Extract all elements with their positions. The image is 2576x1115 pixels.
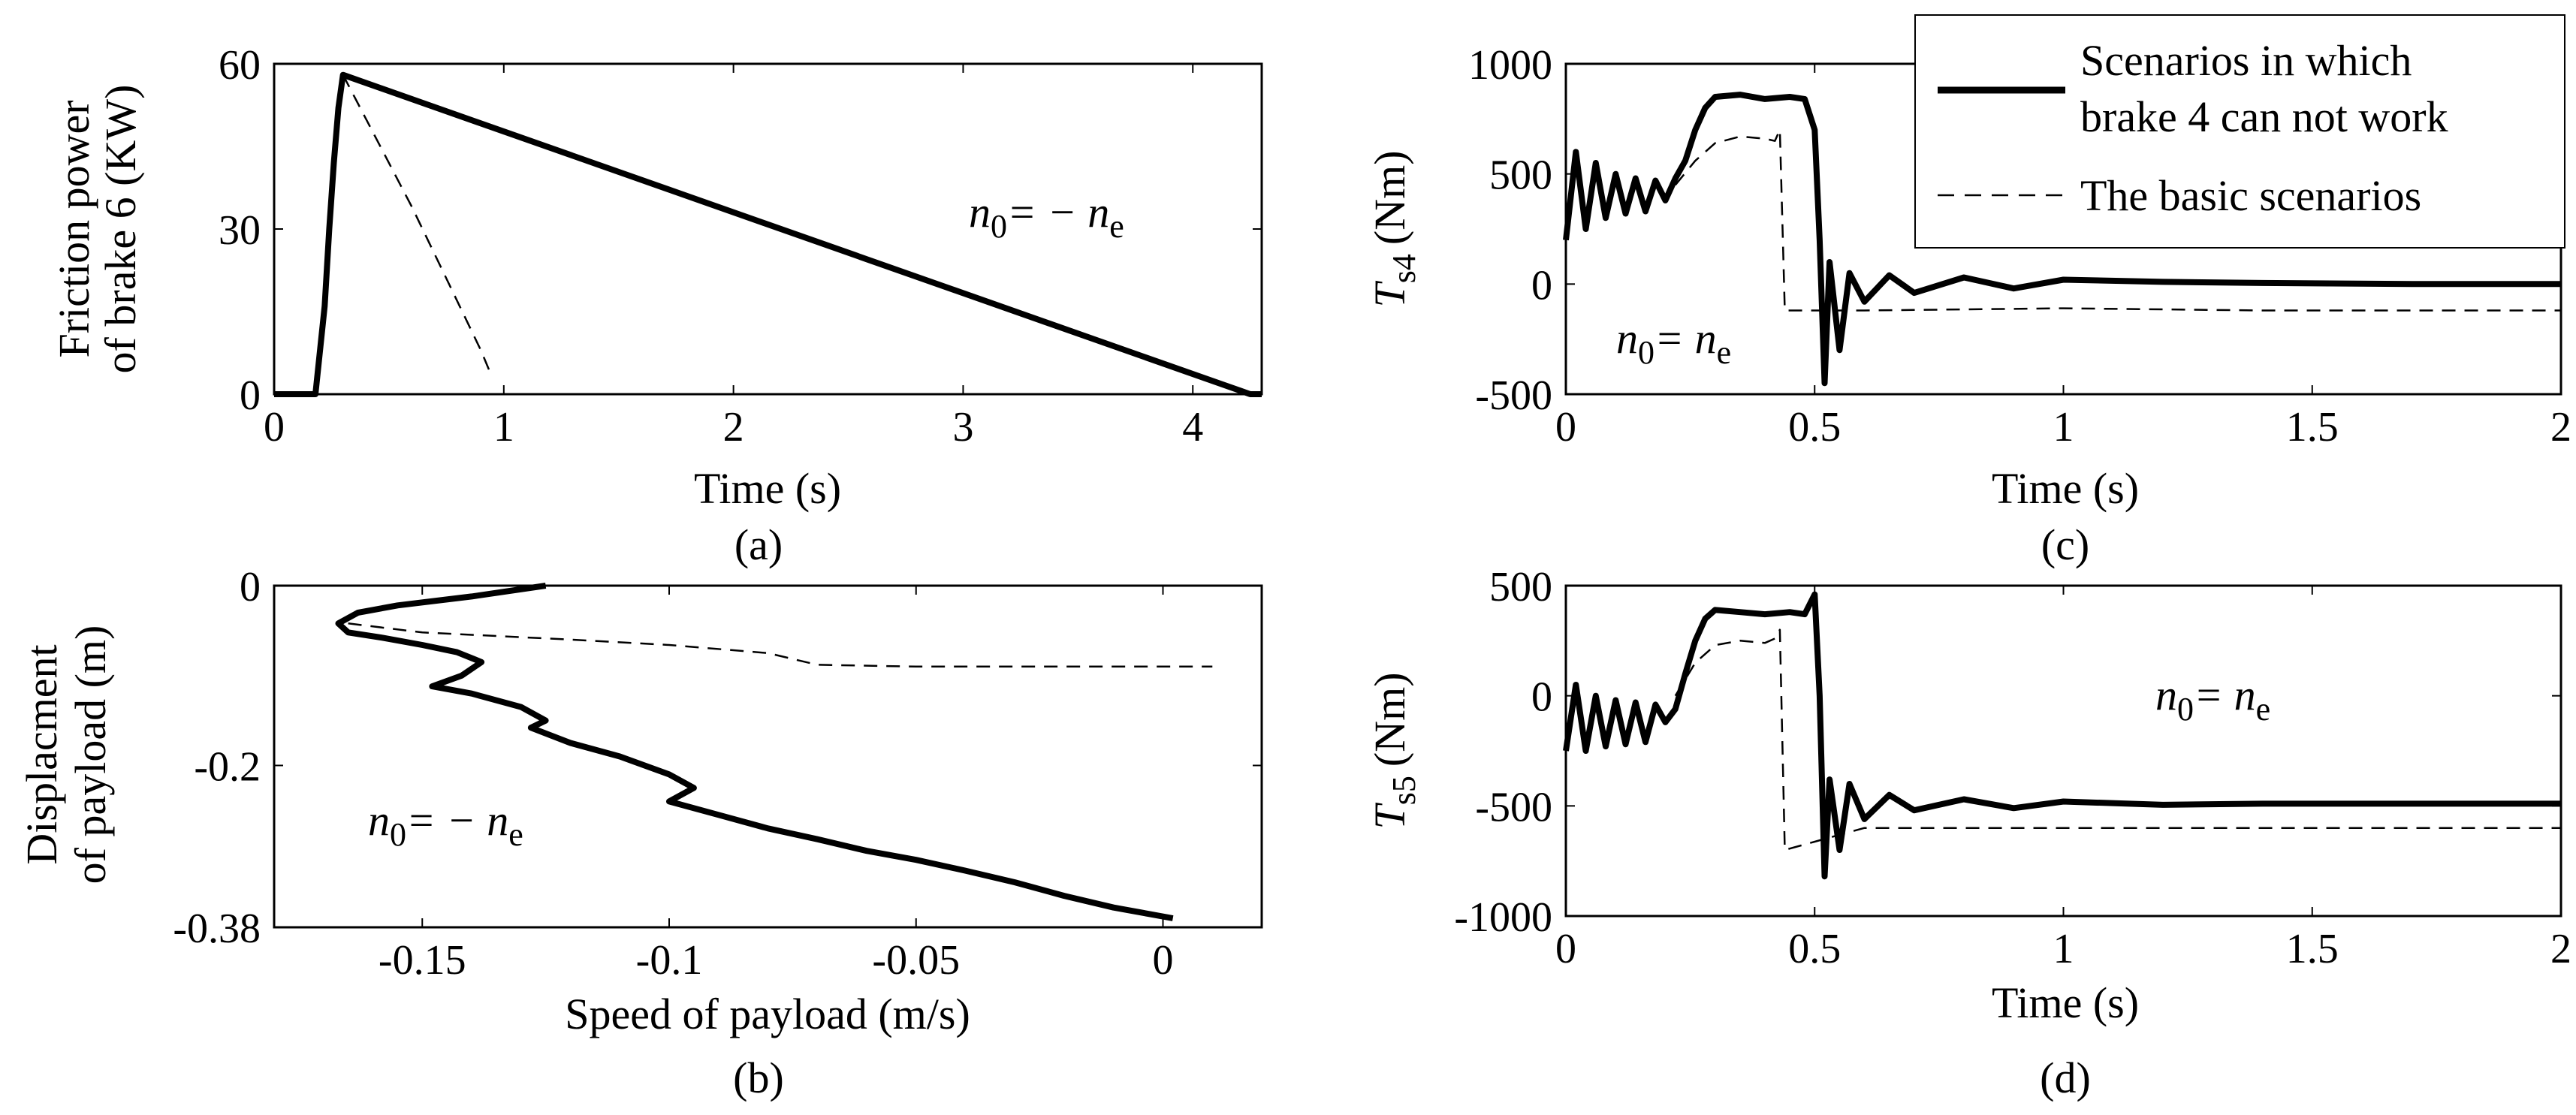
panel-d-caption: (d) [2040,1053,2091,1102]
panel-b-xtick-label: -0.15 [379,937,466,984]
panel-a-caption: (a) [734,520,783,569]
panel-b-ytick-label: -0.38 [173,906,261,952]
panel-b-ylabel-line1: Displacment [17,644,66,864]
panel-c-ylabel: Ts4(Nm) [1365,150,1422,307]
panel-d-ylabel: Ts5(Nm) [1365,672,1422,829]
panel-b-dashed-series-line [348,622,1213,668]
panel-c-xtick-label: 1.5 [2286,404,2339,451]
panel-b-xlabel: Speed of payload (m/s) [565,990,970,1038]
panel-a-ylabel-line1: Friction power [50,100,98,357]
panel-d-ytick-label: -500 [1475,784,1552,830]
panel-c-xtick-label: 0.5 [1788,404,1841,451]
panel-a-dashed-series-line [342,74,493,378]
panel-b-annotation: n0= − ne [368,796,523,853]
panel-c-caption: (c) [2041,520,2089,569]
panel-a-ytick-label: 60 [219,42,261,89]
legend: Scenarios in which brake 4 can not work … [1914,14,2565,249]
panel-b-ylabel-line2: of payload (m) [66,625,115,884]
panel-c-dashed-series-line [1674,128,2561,312]
panel-b-ytick-label: 0 [240,564,261,610]
panel-a-xtick-label: 2 [723,404,744,451]
panel-c-xlabel: Time (s) [1992,464,2139,513]
panel-d-ticks: 0 0.5 1 1.5 2 -1000 -500 0 500 [1454,564,2571,972]
panel-a-ytick-label: 0 [240,372,261,419]
panel-b: -0.15 -0.1 -0.05 0 -0.38 -0.2 0 Displacment of… [17,564,1263,1102]
panel-c-ytick-label: -500 [1475,372,1552,419]
panel-a-xlabel: Time (s) [694,464,841,513]
panel-d-annotation: n0= ne [2155,671,2270,728]
legend-solid-label-line1: Scenarios in which [2080,36,2412,85]
panel-b-caption: (b) [733,1053,784,1102]
panel-a: 0 1 2 3 4 0 30 60 Friction power of brake 6 (KW… [50,42,1263,569]
panel-a-solid-series-line [274,71,1262,397]
panel-c-xtick-label: 1 [2053,404,2074,451]
legend-box [1914,14,2565,249]
panel-d-dashed-series-line [1674,628,2561,851]
legend-solid-label-line2: brake 4 can not work [2080,92,2448,141]
panel-c-xtick-label: 2 [2550,404,2571,451]
panel-c-annotation: n0= ne [1616,314,1731,371]
panel-a-ytick-label: 30 [219,207,261,254]
panel-b-plot-area [273,584,1263,929]
panel-a-annotation: n0= − ne [969,188,1124,245]
panel-d-xtick-label: 1.5 [2286,926,2339,972]
panel-c-ytick-label: 0 [1531,262,1552,309]
panel-a-xtick-label: 0 [264,404,285,451]
panel-a-ticks: 0 1 2 3 4 0 30 60 [219,42,1262,451]
panel-d-ytick-label: -1000 [1454,894,1552,941]
panel-d-solid-series-line [1563,591,2561,880]
panel-d-ytick-label: 500 [1489,564,1552,610]
panel-a-xtick-label: 1 [493,404,514,451]
panel-d-xtick-label: 1 [2053,926,2074,972]
panel-a-xtick-label: 4 [1182,404,1203,451]
panel-c-ytick-label: 500 [1489,152,1552,199]
legend-dashed-label: The basic scenarios [2080,171,2421,220]
panel-a-xtick-label: 3 [952,404,973,451]
panel-a-series [274,71,1262,397]
panel-c-ytick-label: 1000 [1468,42,1552,89]
panel-b-ytick-label: -0.2 [194,743,261,790]
panel-b-xtick-label: 0 [1153,937,1174,984]
panel-c-series [1563,92,2561,387]
panel-d-xtick-label: 2 [2550,926,2571,972]
panel-d-ytick-label: 0 [1531,674,1552,721]
panel-b-xtick-label: -0.05 [872,937,960,984]
panel-d-xlabel: Time (s) [1992,978,2139,1027]
panel-d-xtick-label: 0 [1555,926,1576,972]
panel-d-series [1563,591,2561,880]
panel-b-series [335,583,1213,921]
panel-c-xtick-label: 0 [1555,404,1576,451]
panel-b-xtick-label: -0.1 [636,937,703,984]
panel-b-ticks: -0.15 -0.1 -0.05 0 -0.38 -0.2 0 [173,564,1262,984]
panel-b-solid-series-line [335,583,1174,921]
panel-a-ylabel-line2: of brake 6 (KW) [96,85,145,374]
panel-d-plot-area [1564,584,2562,918]
panel-c-solid-series-line [1563,92,2561,387]
panel-d-xtick-label: 0.5 [1788,926,1841,972]
